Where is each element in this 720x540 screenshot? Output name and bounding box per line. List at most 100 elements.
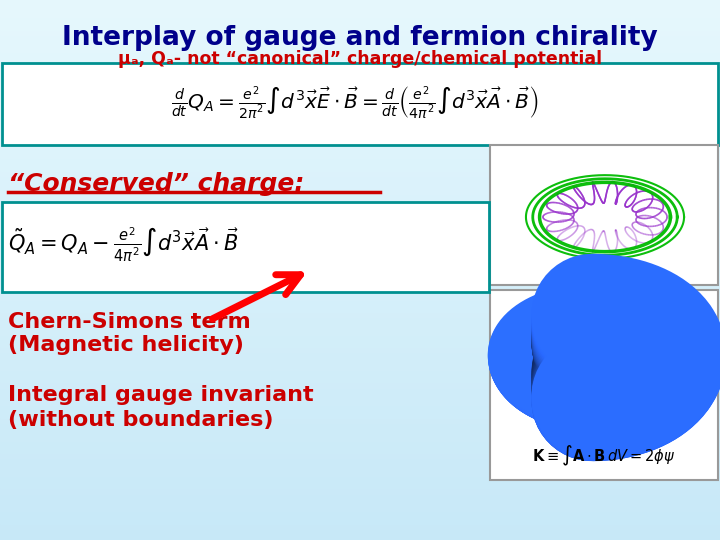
Bar: [0, 347, 720, 348]
FancyBboxPatch shape: [2, 63, 718, 145]
Bar: [0, 475, 720, 476]
Bar: [0, 315, 720, 316]
Bar: [0, 520, 720, 521]
Bar: [0, 373, 720, 374]
Bar: [0, 88, 720, 89]
Text: (Magnetic helicity): (Magnetic helicity): [8, 335, 244, 355]
Bar: [0, 411, 720, 412]
Bar: [0, 539, 720, 540]
Bar: [0, 137, 720, 138]
Bar: [0, 122, 720, 123]
Text: $\frac{d}{dt}Q_A = \frac{e^2}{2\pi^2}\int d^3\vec{x}\vec{E}\cdot\vec{B} = \frac{: $\frac{d}{dt}Q_A = \frac{e^2}{2\pi^2}\in…: [171, 85, 539, 121]
Bar: [0, 228, 720, 229]
Bar: [0, 309, 720, 310]
Bar: [0, 208, 720, 209]
Bar: [0, 86, 720, 87]
Bar: [0, 109, 720, 110]
Bar: [0, 38, 720, 39]
Bar: [0, 528, 720, 529]
Bar: [0, 313, 720, 314]
Bar: [0, 489, 720, 490]
Bar: [0, 195, 720, 196]
Bar: [0, 73, 720, 74]
Bar: [0, 148, 720, 149]
Bar: [0, 115, 720, 116]
Bar: [0, 465, 720, 466]
Bar: [0, 282, 720, 283]
Bar: [0, 286, 720, 287]
Bar: [0, 498, 720, 499]
Bar: [0, 326, 720, 327]
Bar: [0, 319, 720, 320]
Bar: [0, 190, 720, 191]
Text: $\tilde{Q}_A = Q_A - \frac{e^2}{4\pi^2}\int d^3\vec{x}\vec{A}\cdot\vec{B}$: $\tilde{Q}_A = Q_A - \frac{e^2}{4\pi^2}\…: [8, 226, 239, 264]
Bar: [0, 459, 720, 460]
Bar: [0, 432, 720, 433]
Bar: [0, 59, 720, 60]
Bar: [0, 159, 720, 160]
Bar: [0, 61, 720, 62]
Bar: [0, 300, 720, 301]
Bar: [0, 52, 720, 53]
Bar: [0, 8, 720, 9]
Bar: [0, 174, 720, 175]
Bar: [0, 280, 720, 281]
Bar: [0, 142, 720, 143]
Bar: [0, 307, 720, 308]
Bar: [0, 193, 720, 194]
Bar: [0, 66, 720, 67]
Bar: [0, 217, 720, 218]
Bar: [0, 537, 720, 538]
Bar: [0, 3, 720, 4]
Bar: [0, 449, 720, 450]
Bar: [0, 534, 720, 535]
Bar: [0, 365, 720, 366]
Bar: [0, 37, 720, 38]
Bar: [0, 518, 720, 519]
Bar: [0, 296, 720, 297]
Bar: [0, 35, 720, 36]
Bar: [0, 415, 720, 416]
Bar: [0, 330, 720, 331]
Bar: [0, 474, 720, 475]
Bar: [0, 323, 720, 324]
Bar: [0, 362, 720, 363]
Bar: [0, 358, 720, 359]
Bar: [0, 359, 720, 360]
Bar: [0, 169, 720, 170]
Bar: [0, 4, 720, 5]
Bar: [0, 499, 720, 500]
Bar: [0, 368, 720, 369]
Bar: [0, 222, 720, 223]
Bar: [0, 495, 720, 496]
Text: (without boundaries): (without boundaries): [8, 410, 274, 430]
Bar: [0, 236, 720, 237]
FancyBboxPatch shape: [490, 290, 718, 480]
Bar: [0, 64, 720, 65]
Bar: [0, 413, 720, 414]
Bar: [0, 291, 720, 292]
Bar: [0, 253, 720, 254]
Bar: [0, 140, 720, 141]
Bar: [0, 131, 720, 132]
Bar: [0, 456, 720, 457]
Bar: [0, 147, 720, 148]
Bar: [0, 82, 720, 83]
Bar: [0, 533, 720, 534]
Bar: [0, 464, 720, 465]
Bar: [0, 283, 720, 284]
Bar: [0, 118, 720, 119]
Bar: [0, 246, 720, 247]
Bar: [0, 125, 720, 126]
Bar: [0, 150, 720, 151]
Bar: [0, 372, 720, 373]
Bar: [0, 183, 720, 184]
Bar: [0, 479, 720, 480]
Text: $\mathbf{K}\equiv\int\mathbf{A}\cdot\mathbf{B}\,dV = 2\phi\psi$: $\mathbf{K}\equiv\int\mathbf{A}\cdot\mat…: [532, 444, 675, 468]
Bar: [0, 453, 720, 454]
Bar: [0, 165, 720, 166]
Bar: [0, 10, 720, 11]
Bar: [0, 440, 720, 441]
Bar: [0, 288, 720, 289]
Bar: [0, 494, 720, 495]
